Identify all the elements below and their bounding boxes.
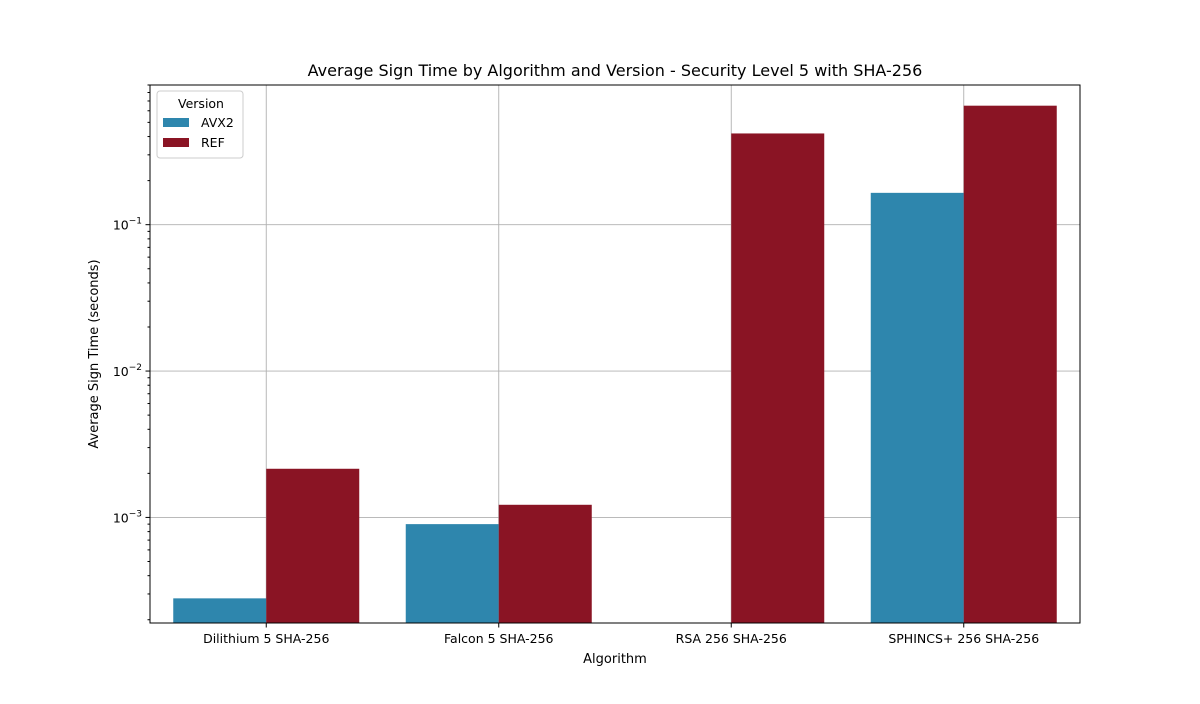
bar-ref xyxy=(266,468,360,623)
legend-label-avx2: AVX2 xyxy=(201,115,234,130)
y-tick-label: 10−3 xyxy=(113,509,142,525)
bars xyxy=(173,105,1057,624)
x-axis-label: Algorithm xyxy=(583,652,647,667)
axes: 10−3 10−2 10−1 Dilithium 5 SHA-256 Falcon 5 … xyxy=(113,84,1081,646)
bar-avx2 xyxy=(173,598,267,623)
legend-swatch-avx2 xyxy=(163,118,189,127)
bar-ref xyxy=(963,105,1057,623)
legend-swatch-ref xyxy=(163,138,189,147)
bar-avx2 xyxy=(405,524,499,623)
legend-title: Version xyxy=(178,96,224,111)
plot-frame xyxy=(149,84,1081,624)
y-tick-label: 10−2 xyxy=(113,363,142,379)
x-tick-label: Dilithium 5 SHA-256 xyxy=(203,631,329,646)
chart-title: Average Sign Time by Algorithm and Versi… xyxy=(308,61,923,80)
x-tick-label: Falcon 5 SHA-256 xyxy=(444,631,554,646)
x-tick-label: SPHINCS+ 256 SHA-256 xyxy=(888,631,1039,646)
legend: Version AVX2 REF xyxy=(156,90,244,159)
legend-label-ref: REF xyxy=(201,135,225,150)
bar-ref xyxy=(498,504,592,623)
y-tick-label: 10−1 xyxy=(113,217,142,233)
y-axis-label: Average Sign Time (seconds) xyxy=(87,259,102,448)
bar-ref xyxy=(731,133,825,623)
x-tick-label: RSA 256 SHA-256 xyxy=(676,631,787,646)
bar-avx2 xyxy=(870,192,964,624)
